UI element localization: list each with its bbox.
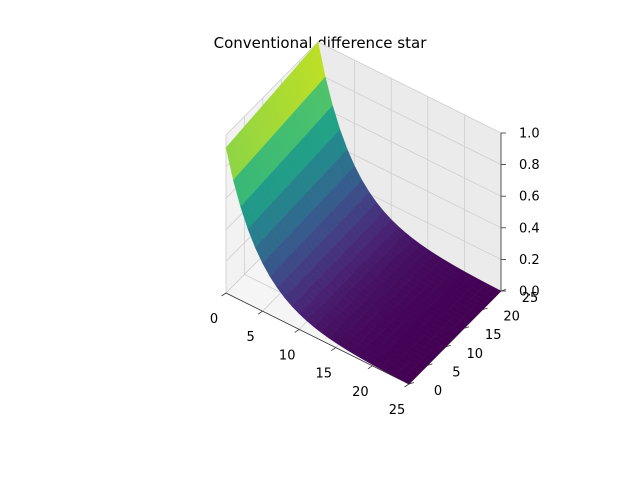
- x-tick-label: 25: [389, 403, 406, 418]
- x-tick: [257, 310, 263, 315]
- y-tick: [427, 363, 433, 366]
- y-tick: [445, 344, 451, 348]
- x-tick: [367, 365, 373, 370]
- y-tick: [408, 382, 415, 385]
- x-tick: [221, 292, 227, 297]
- y-tick: [482, 307, 488, 310]
- y-tick-label: 10: [467, 347, 484, 362]
- z-tick-label: 0.2: [519, 253, 540, 268]
- x-tick: [404, 383, 410, 388]
- x-tick-label: 15: [316, 367, 333, 382]
- x-tick-label: 20: [352, 385, 369, 400]
- y-tick-label: 20: [503, 310, 520, 325]
- y-tick: [464, 326, 470, 329]
- x-tick: [331, 347, 337, 351]
- z-tick-label: 0.6: [519, 190, 540, 205]
- x-axis-line: [225, 292, 410, 385]
- surface-patch: [401, 376, 414, 385]
- z-tick-label: 0.0: [519, 285, 540, 300]
- x-tick-label: 5: [246, 330, 254, 345]
- y-tick-label: 5: [452, 365, 460, 380]
- x-tick-label: 0: [210, 312, 218, 327]
- y-tick-label: 25: [522, 291, 539, 306]
- z-tick-label: 0.8: [519, 158, 540, 173]
- y-tick-label: 15: [485, 328, 502, 343]
- x-tick: [294, 329, 300, 333]
- y-tick-label: 0: [434, 384, 442, 399]
- z-tick-label: 1.0: [519, 127, 540, 142]
- z-tick-label: 0.4: [519, 221, 540, 236]
- x-tick-label: 10: [279, 348, 296, 363]
